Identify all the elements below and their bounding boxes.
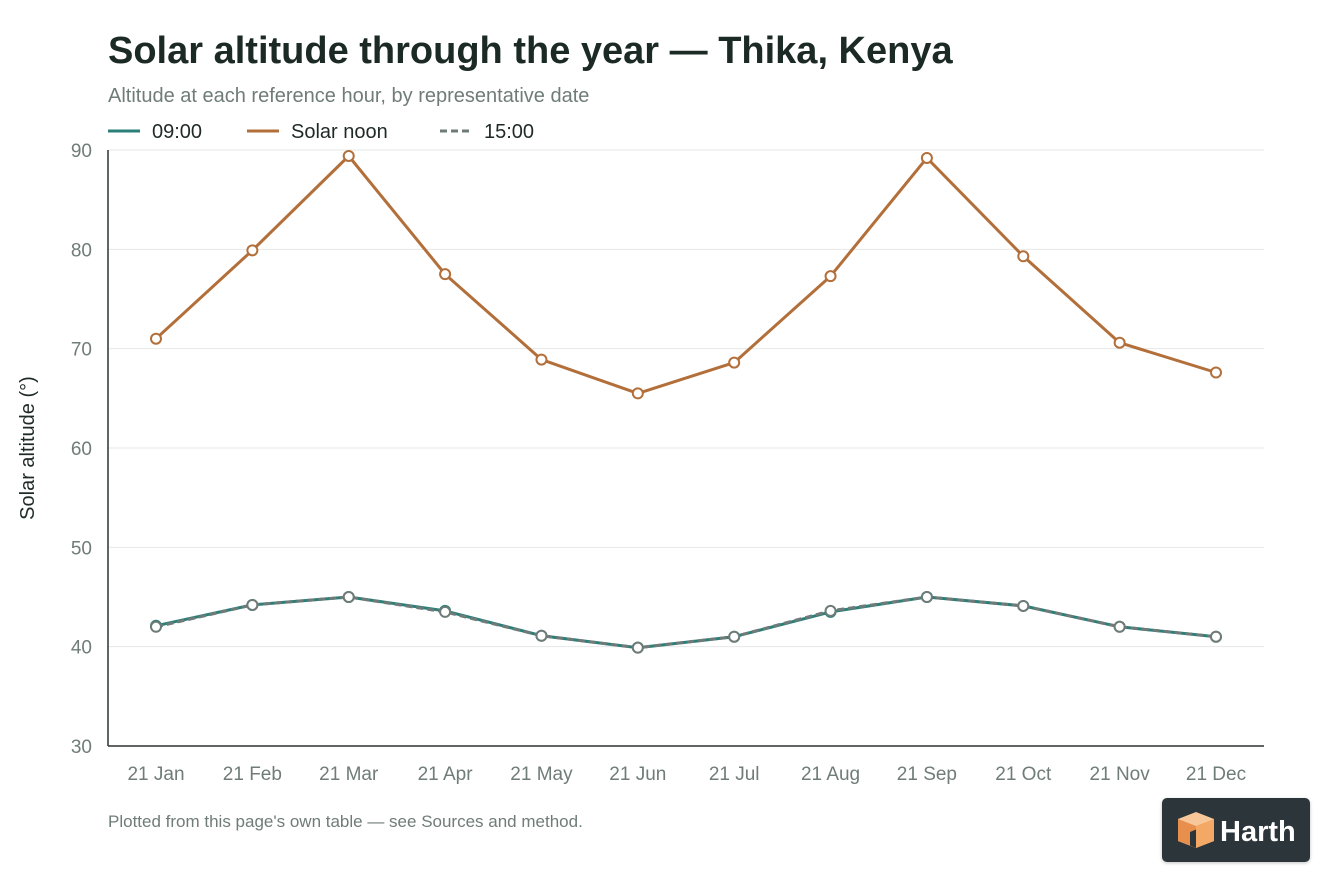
y-tick-label: 80 bbox=[71, 240, 92, 261]
series-group bbox=[150, 149, 1222, 654]
data-point bbox=[1210, 366, 1222, 379]
x-tick-label: 21 Oct bbox=[995, 764, 1052, 785]
harth-logo-mark: Harth bbox=[1178, 812, 1296, 848]
chart-title: Solar altitude through the year — Thika,… bbox=[108, 30, 953, 72]
legend-entry: 15:00 bbox=[440, 121, 534, 143]
x-tick-label: 21 May bbox=[510, 764, 573, 785]
data-point bbox=[150, 620, 162, 633]
data-point bbox=[342, 149, 355, 162]
data-point bbox=[150, 332, 162, 345]
series-line bbox=[155, 595, 1217, 650]
y-axis-ticks: 30 40 50 60 70 80 90 bbox=[71, 141, 92, 758]
y-tick-label: 60 bbox=[71, 439, 92, 460]
legend-label: 09:00 bbox=[152, 121, 202, 143]
series-15-00 bbox=[150, 591, 1222, 654]
x-tick-label: 21 Nov bbox=[1090, 764, 1151, 785]
grid bbox=[108, 149, 1264, 648]
y-tick-label: 40 bbox=[71, 638, 92, 659]
series-line bbox=[155, 595, 1217, 650]
series-solar-noon bbox=[150, 149, 1222, 400]
data-point bbox=[535, 629, 548, 642]
data-point bbox=[920, 591, 933, 603]
y-tick-label: 90 bbox=[71, 141, 92, 162]
data-point bbox=[824, 270, 837, 283]
data-point bbox=[824, 604, 837, 617]
footnote: Plotted from this page's own table — see… bbox=[108, 812, 583, 831]
y-tick-label: 70 bbox=[71, 340, 92, 361]
y-tick-label: 50 bbox=[71, 538, 92, 559]
x-tick-label: 21 Dec bbox=[1186, 764, 1246, 785]
x-tick-label: 21 Aug bbox=[801, 764, 860, 785]
series-line bbox=[154, 154, 1217, 395]
axes bbox=[107, 150, 1264, 747]
legend-entry: Solar noon bbox=[247, 121, 388, 143]
legend: 09:00 Solar noon 15:00 bbox=[108, 121, 534, 143]
y-tick-label: 30 bbox=[71, 737, 92, 758]
data-point bbox=[920, 151, 933, 164]
legend-entry: 09:00 bbox=[108, 121, 202, 143]
y-axis-label: Solar altitude (°) bbox=[17, 376, 39, 520]
data-point bbox=[1113, 620, 1126, 633]
data-point bbox=[439, 268, 452, 281]
data-point bbox=[728, 356, 741, 369]
data-point bbox=[1017, 599, 1030, 612]
x-axis-ticks: 21 Jan 21 Feb 21 Mar 21 Apr 21 May 21 Jun 21 J… bbox=[127, 764, 1246, 785]
logo-wordmark: Harth bbox=[1220, 816, 1296, 848]
data-point bbox=[631, 641, 644, 654]
x-tick-label: 21 Feb bbox=[223, 764, 282, 785]
data-point bbox=[535, 353, 548, 366]
data-point bbox=[1113, 336, 1126, 349]
x-tick-label: 21 Jun bbox=[609, 764, 666, 785]
x-tick-label: 21 Jul bbox=[709, 764, 760, 785]
harth-logo: Harth bbox=[1162, 798, 1310, 862]
data-point bbox=[439, 605, 452, 618]
x-tick-label: 21 Sep bbox=[897, 764, 957, 785]
legend-label: 15:00 bbox=[484, 121, 534, 143]
data-point bbox=[246, 598, 259, 611]
data-point bbox=[246, 244, 259, 257]
chart-subtitle: Altitude at each reference hour, by repr… bbox=[108, 85, 590, 107]
legend-label: Solar noon bbox=[291, 121, 388, 143]
x-tick-label: 21 Jan bbox=[127, 764, 184, 785]
data-point bbox=[631, 387, 644, 400]
x-tick-label: 21 Mar bbox=[319, 764, 379, 785]
data-point bbox=[728, 630, 741, 643]
x-tick-label: 21 Apr bbox=[418, 764, 474, 785]
data-point bbox=[342, 591, 355, 603]
data-point bbox=[1210, 630, 1222, 643]
data-point bbox=[1017, 250, 1030, 263]
